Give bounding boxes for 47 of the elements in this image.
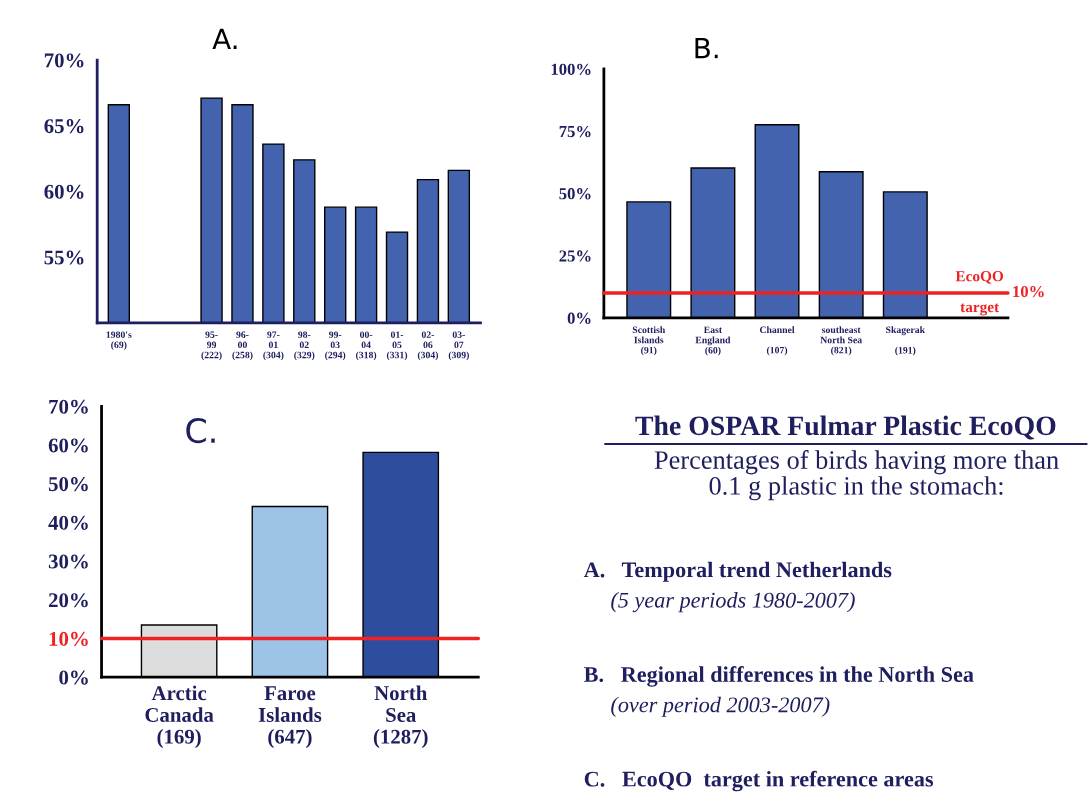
text: Percentages of birds having more than 0.1 g plastic in the stomach:	[654, 450, 1059, 501]
y-tick-label: 70%	[49, 399, 88, 414]
x-tick-label: 96- 00 (258)	[232, 331, 253, 361]
annotation: C.	[186, 417, 215, 444]
x-tick-label: 95- 99 (222)	[201, 331, 222, 361]
y-tick-label: 70%	[44, 53, 84, 68]
text: C. EcoQO target in reference areas	[584, 770, 934, 792]
text: B.	[695, 37, 718, 59]
y-tick-label: 50%	[48, 477, 88, 492]
x-tick-label: 02- 06 (304)	[417, 331, 439, 361]
y-tick-label: 0%	[59, 670, 88, 685]
y-tick-label: 0%	[567, 312, 591, 324]
category-label: Channel (107)	[759, 326, 795, 356]
y-tick-label: 30%	[48, 554, 88, 569]
y-tick-label: 65%	[44, 119, 84, 134]
x-tick-label: East England (60)	[695, 326, 731, 356]
x-tick-label: 98- 02 (329)	[294, 331, 315, 361]
text: B. Regional differences in the North Sea	[584, 666, 974, 687]
y-tick-label: 25%	[559, 250, 591, 262]
y-tick-label: 60%	[48, 438, 88, 453]
y-tick-label: 60%	[44, 184, 84, 199]
y-tick-label: 10%	[49, 631, 88, 646]
x-tick-label: Scottish Islands (91)	[632, 326, 666, 356]
x-tick-label: 99- 03 (294)	[325, 331, 346, 361]
x-tick-label: 00- 04 (318)	[356, 331, 377, 361]
x-tick-label: 03- 07 (309)	[448, 331, 469, 361]
x-tick-label: Skagerak (191)	[886, 326, 926, 356]
text: A.	[212, 28, 237, 49]
text: (over period 2003-2007)	[611, 696, 830, 717]
x-tick-label: North Sea (1287)	[373, 685, 428, 748]
y-tick-label: 50%	[559, 188, 591, 200]
x-tick-label: 97- 01 (304)	[263, 331, 284, 361]
text: EcoQO target	[955, 271, 1004, 316]
x-tick-label: 1980's (69)	[106, 331, 132, 351]
x-tick-label: Arctic Canada (169)	[145, 685, 214, 748]
y-tick-label: 100%	[551, 63, 591, 75]
y-tick-label: 55%	[44, 250, 84, 265]
text: 10%	[1013, 285, 1044, 298]
x-tick-label: southeast North Sea (821)	[820, 326, 862, 356]
y-tick-label: 40%	[48, 515, 88, 530]
text: A. Temporal trend Netherlands	[583, 561, 892, 582]
y-tick-label: 20%	[48, 593, 88, 608]
text: (5 year periods 1980-2007)	[611, 592, 855, 613]
x-tick-label: 01- 05 (331)	[386, 331, 408, 361]
x-tick-label: Faroe Islands (647)	[258, 686, 322, 748]
y-tick-label: 75%	[559, 125, 591, 138]
text: The OSPAR Fulmar Plastic EcoQO	[635, 415, 1056, 440]
